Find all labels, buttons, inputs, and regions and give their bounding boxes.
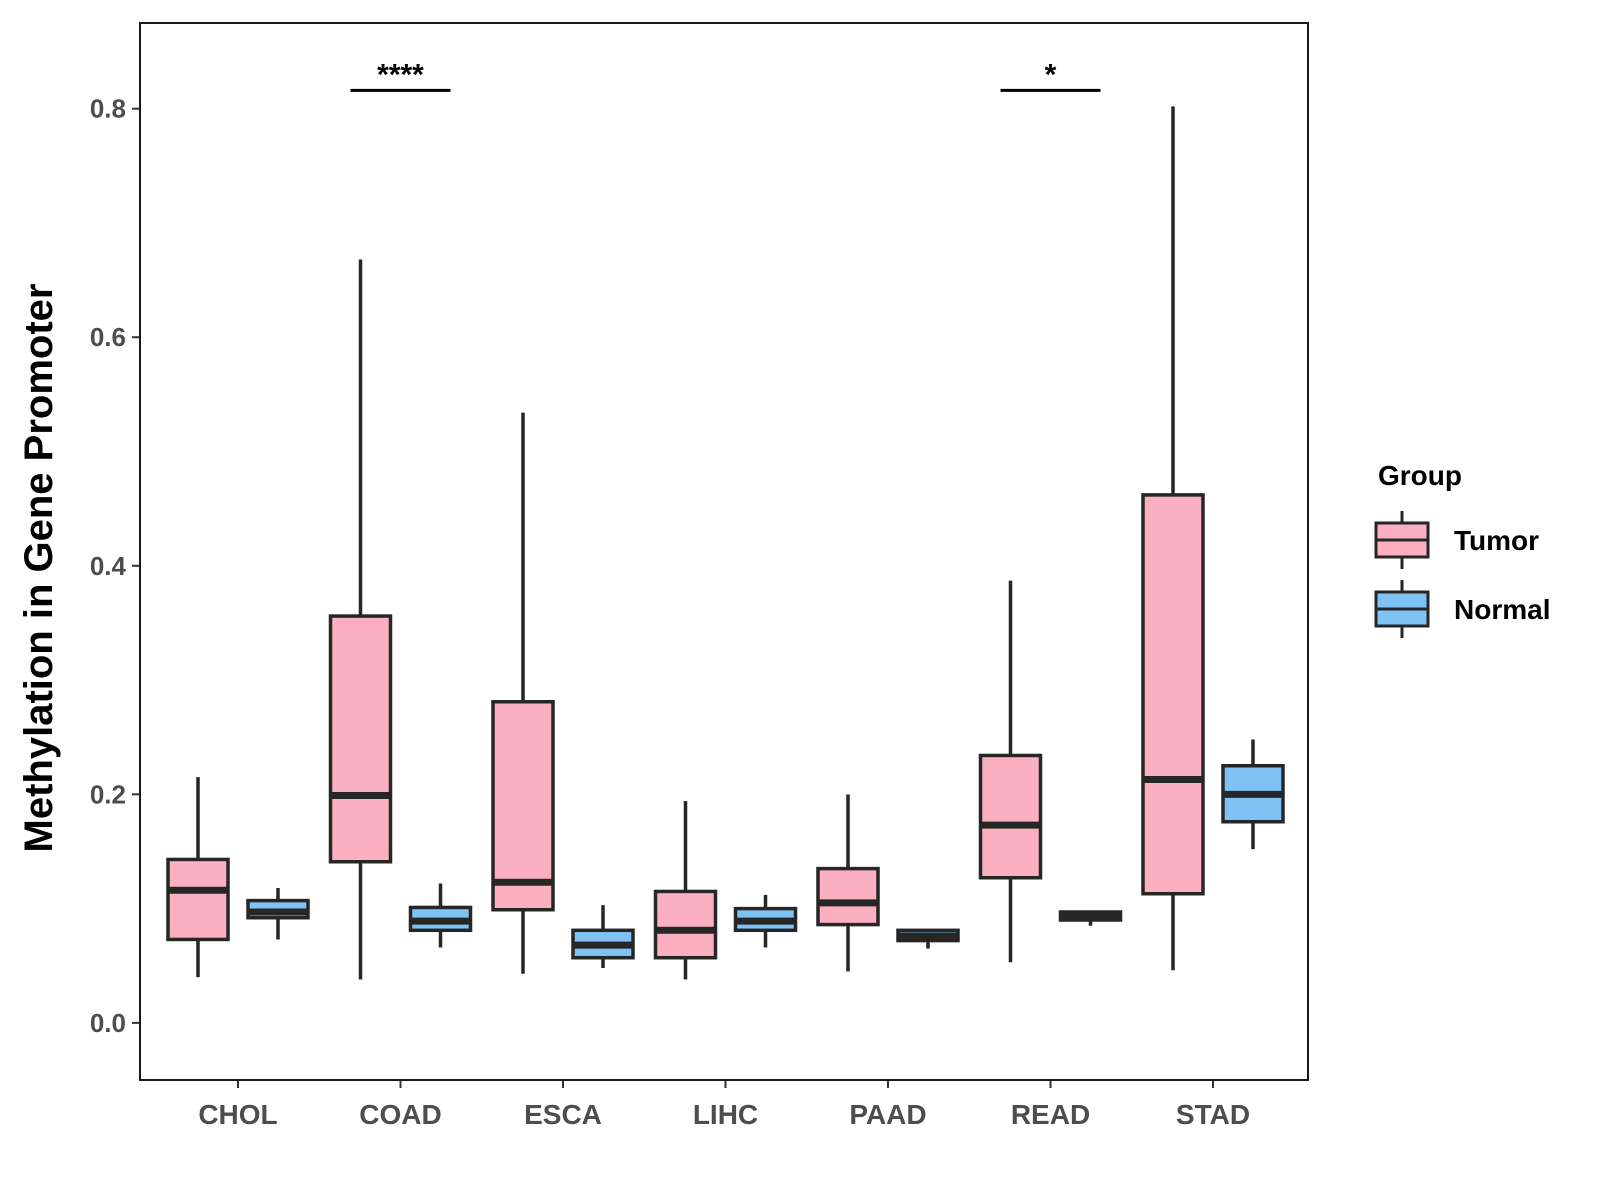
- box-normal-read: [1058, 910, 1123, 926]
- box-tumor-chol: [166, 777, 230, 978]
- x-tick-label: COAD: [359, 1099, 441, 1130]
- box-iqr: [491, 700, 555, 912]
- box-tumor-lihc: [653, 801, 718, 980]
- legend-entry-tumor: Tumor: [1374, 511, 1539, 569]
- box-tumor-coad: [328, 259, 393, 980]
- y-tick-label: 0.2: [90, 779, 126, 809]
- x-tick-label: CHOL: [198, 1099, 277, 1130]
- legend: Group Tumor Normal: [1374, 460, 1550, 638]
- legend-label: Normal: [1454, 594, 1550, 625]
- box-iqr: [653, 889, 718, 960]
- box-iqr: [816, 866, 880, 927]
- legend-entry-normal: Normal: [1374, 580, 1550, 638]
- box-normal-esca: [571, 905, 635, 969]
- legend-title: Group: [1378, 460, 1462, 491]
- box-iqr: [1141, 493, 1205, 896]
- box-normal-coad: [408, 883, 473, 948]
- plot-area: **** *: [166, 58, 1285, 980]
- box-tumor-read: [978, 580, 1043, 963]
- y-tick-label: 0.6: [90, 322, 126, 352]
- x-tick-label: ESCA: [524, 1099, 602, 1130]
- x-tick-label: PAAD: [849, 1099, 926, 1130]
- x-tick-label: LIHC: [693, 1099, 758, 1130]
- box-iqr: [978, 753, 1043, 880]
- box-tumor-esca: [491, 412, 555, 974]
- box-normal-chol: [246, 888, 310, 940]
- significance-label: ****: [377, 58, 424, 91]
- box-normal-paad: [896, 928, 960, 949]
- box-normal-lihc: [733, 894, 798, 948]
- y-tick-label: 0.4: [90, 551, 127, 581]
- box-tumor-paad: [816, 794, 880, 972]
- x-tick-label: READ: [1011, 1099, 1090, 1130]
- y-tick-label: 0.0: [90, 1008, 126, 1038]
- axes: 0.0 0.2 0.4 0.6 0.8 CHOL COAD ESCA LIHC PAAD READ S…: [90, 94, 1250, 1130]
- box-iqr: [166, 857, 230, 942]
- plot-panel-border: [139, 22, 1309, 1081]
- box-normal-stad: [1221, 739, 1285, 850]
- box-tumor-stad: [1141, 106, 1205, 971]
- y-tick-label: 0.8: [90, 94, 126, 124]
- x-tick-label: STAD: [1176, 1099, 1250, 1130]
- box-iqr: [328, 614, 393, 864]
- significance-label: *: [1045, 58, 1057, 91]
- y-axis-label: Methylation in Gene Promoter: [17, 284, 61, 853]
- legend-label: Tumor: [1454, 525, 1539, 556]
